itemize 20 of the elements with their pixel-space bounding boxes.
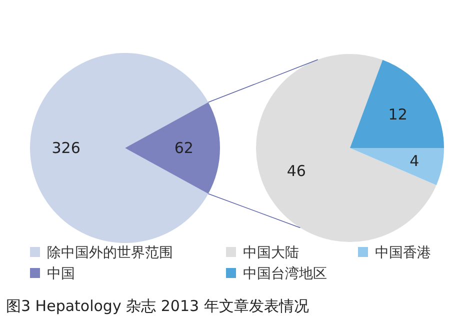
text: 图3 Hepatology 杂志 2013 年文章发表情况: [6, 297, 309, 315]
pie-slice: [125, 102, 220, 194]
legend-item: 中国台湾地区: [226, 266, 327, 282]
legend-item: 中国: [30, 266, 75, 282]
legend-label: 中国: [47, 266, 75, 282]
data-label: 12: [388, 106, 408, 124]
legend-item: 除中国外的世界范围: [30, 245, 173, 261]
legend-item: 中国大陆: [226, 245, 299, 261]
pie-slice: [30, 53, 208, 243]
legend-label: 中国香港: [375, 245, 431, 261]
data-label: 62: [174, 139, 194, 157]
data-label: 46: [286, 162, 306, 180]
legend-label: 中国台湾地区: [243, 266, 327, 282]
data-label: 4: [410, 152, 420, 170]
legend-item: 中国香港: [358, 245, 431, 261]
pie-slice: [350, 148, 444, 186]
legend-label: 中国大陆: [243, 245, 299, 261]
data-label: 326: [52, 139, 80, 157]
pie-slice: [256, 54, 436, 242]
pie-slice: [350, 60, 444, 148]
